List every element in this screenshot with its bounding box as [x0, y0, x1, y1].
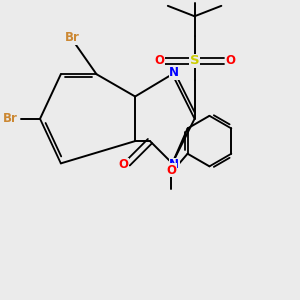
Text: Br: Br [65, 32, 80, 44]
Text: O: O [154, 54, 164, 67]
Text: Br: Br [3, 112, 18, 125]
Text: N: N [169, 158, 179, 171]
Text: O: O [118, 158, 128, 171]
Text: O: O [225, 54, 235, 67]
Text: O: O [166, 164, 176, 177]
Text: N: N [169, 66, 179, 79]
Text: S: S [190, 54, 200, 67]
